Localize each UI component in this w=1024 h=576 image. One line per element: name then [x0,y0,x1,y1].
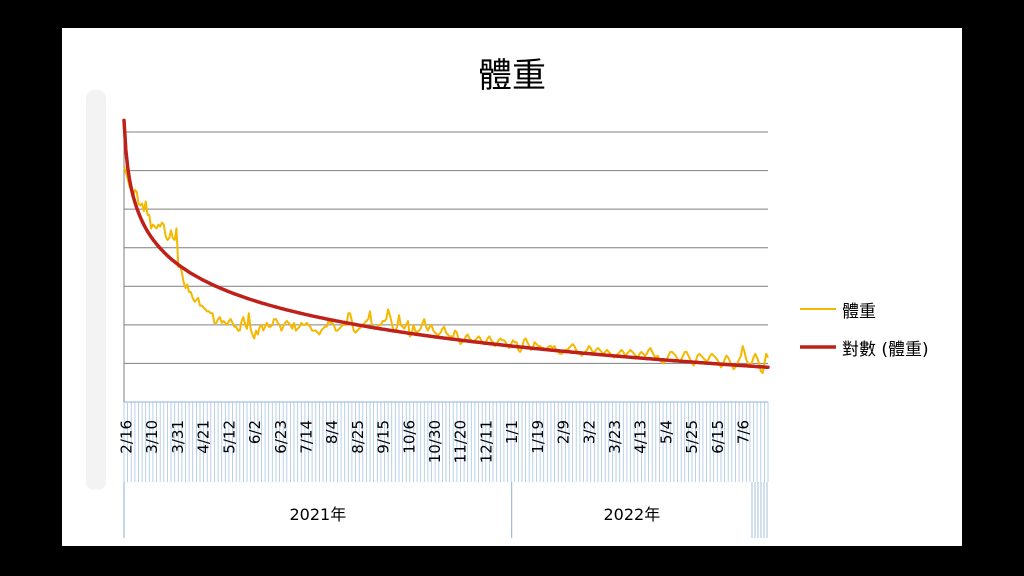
legend-swatch-trend [800,345,836,349]
year-label: 2021年 [289,505,346,524]
x-tick-label: 5/4 [657,420,675,444]
x-tick-label: 4/13 [632,420,650,454]
x-tick-label: 7/6 [735,420,753,444]
x-tick-label: 1/19 [529,420,547,454]
x-tick-label: 2/9 [555,420,573,444]
legend: 體重 對數 (體重) [800,290,929,366]
x-tick-label: 9/15 [375,420,393,454]
series-line-trend [122,118,770,370]
legend-item-weight: 體重 [800,290,929,328]
x-tick-label: 12/11 [477,420,495,463]
x-tick-label: 3/10 [143,420,161,454]
x-tick-label: 7/14 [297,420,315,454]
x-tick-label: 2/16 [118,420,136,454]
x-tick-label: 11/20 [452,420,470,463]
x-tick-label: 5/12 [220,420,238,454]
x-tick-marks [123,402,769,482]
x-tick-label: 8/25 [349,420,367,454]
x-tick-label: 6/2 [246,420,264,444]
year-label: 2022年 [603,505,660,524]
legend-item-trend: 對數 (體重) [800,328,929,366]
legend-label-trend: 對數 (體重) [842,339,929,360]
x-tick-label: 4/21 [195,420,213,454]
x-tick-label: 6/23 [272,420,290,454]
x-tick-label: 5/25 [683,420,701,454]
year-divider-dense [751,482,768,538]
x-tick-label: 8/4 [323,420,341,444]
chart-title: 體重 [478,56,546,96]
x-tick-label: 10/30 [426,420,444,463]
x-tick-label: 3/31 [169,420,187,454]
chart-plot: 2/16 3/10 3/31 4/21 5/12 6/2 6/23 7/14 8/4 8/25 9/… [118,118,770,538]
x-tick-label: 10/6 [400,420,418,454]
scan-smudge [86,90,106,490]
x-tick-label: 6/15 [709,420,727,454]
x-tick-label: 3/23 [606,420,624,454]
series-line-weight [123,166,769,375]
legend-label-weight: 體重 [842,301,876,322]
x-tick-label: 1/1 [503,420,521,444]
x-tick-label: 3/2 [580,420,598,444]
legend-swatch-weight [800,308,836,310]
chart-panel: 體重 2/16 3/10 3/31 4/21 5/12 6/2 6/23 7/14 8/4 8/2… [62,28,962,546]
